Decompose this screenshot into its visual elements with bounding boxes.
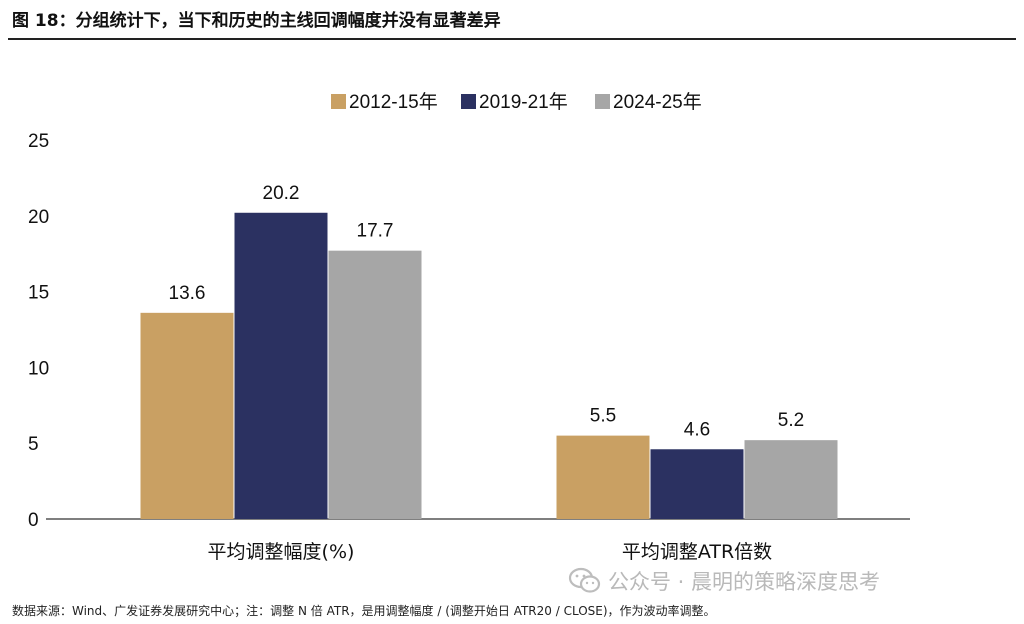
bar: [140, 312, 234, 519]
legend-label: 2012-15年: [349, 91, 438, 113]
legend-swatch: [595, 94, 610, 109]
legend-label: 2024-25年: [613, 91, 702, 113]
bar: [234, 212, 328, 519]
data-label: 17.7: [357, 221, 394, 242]
figure-title: 图 18：分组统计下，当下和历史的主线回调幅度并没有显著差异: [12, 11, 501, 31]
data-label: 5.5: [590, 406, 616, 427]
bar: [328, 250, 422, 519]
y-tick-label: 10: [28, 358, 49, 379]
y-tick-label: 25: [28, 131, 49, 152]
data-label: 13.6: [169, 283, 206, 304]
bar: [650, 449, 744, 519]
y-tick-label: 5: [28, 434, 39, 455]
title-divider: [8, 38, 1016, 40]
y-tick-label: 0: [28, 510, 39, 531]
legend-swatch: [461, 94, 476, 109]
bar: [556, 435, 650, 519]
legend-swatch: [331, 94, 346, 109]
y-tick-label: 15: [28, 283, 49, 304]
source-note: 数据来源：Wind、广发证券发展研究中心；注：调整 N 倍 ATR，是用调整幅度…: [12, 604, 716, 618]
data-label: 5.2: [778, 410, 804, 431]
x-category-label: 平均调整幅度(%): [208, 541, 355, 563]
watermark: 公众号 · 晨明的策略深度思考: [568, 566, 880, 596]
bar-chart: 0 5 10 15 20 25 13.6 20.2 17.7 平均调整幅度(%) 5.5 4.6 5.2…: [28, 91, 910, 563]
bar: [744, 440, 838, 519]
x-category-label: 平均调整ATR倍数: [622, 541, 772, 563]
legend-label: 2019-21年: [479, 91, 568, 113]
data-label: 4.6: [684, 419, 710, 440]
data-label: 20.2: [263, 183, 300, 204]
y-tick-label: 20: [28, 207, 49, 228]
watermark-text: 公众号 · 晨明的策略深度思考: [608, 570, 881, 594]
wechat-icon: [568, 567, 601, 593]
